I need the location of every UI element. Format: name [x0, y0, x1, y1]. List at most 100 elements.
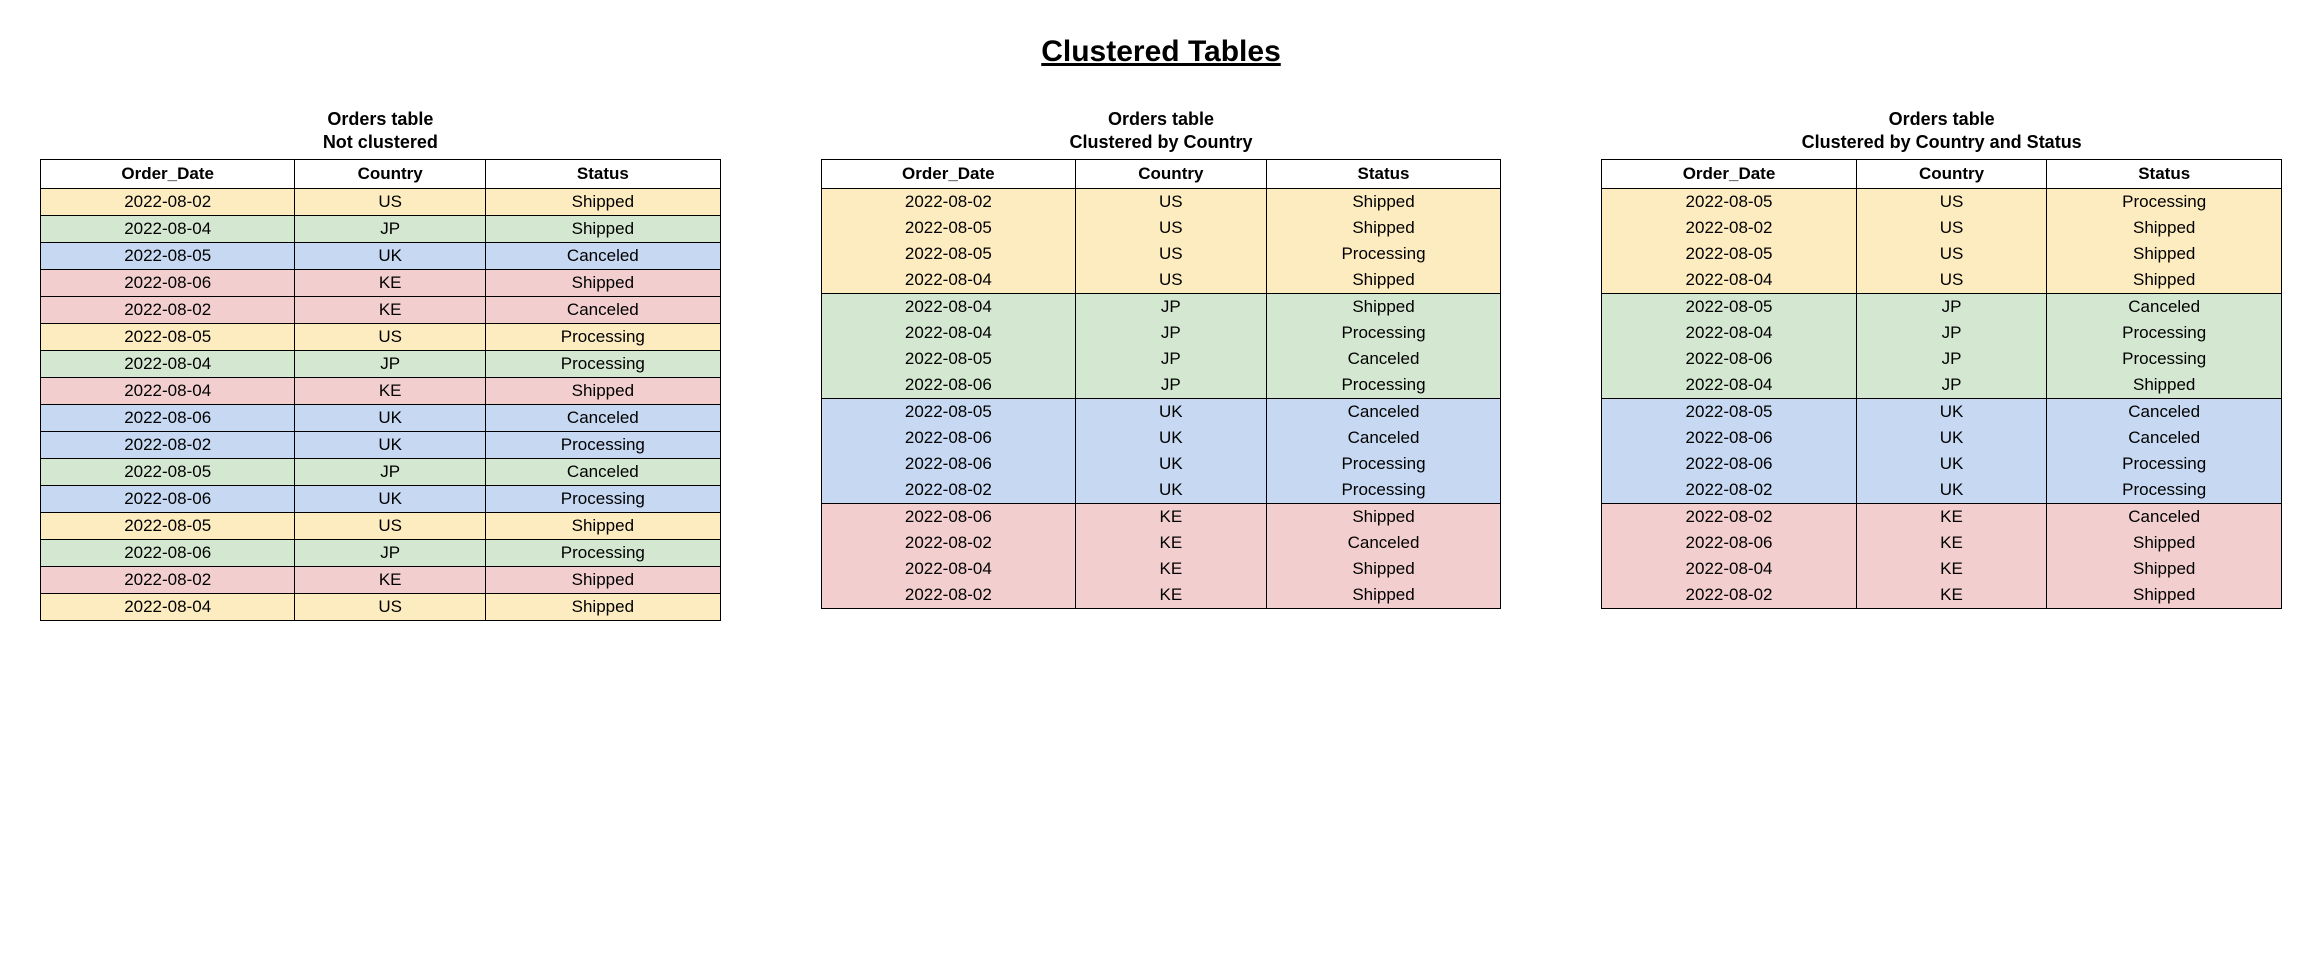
- table-cell: KE: [1856, 556, 2047, 582]
- table-cell: KE: [1076, 556, 1267, 582]
- table-cell: Canceled: [2047, 504, 2282, 531]
- table-row: 2022-08-04KEShipped: [41, 378, 721, 405]
- panel-title: Orders table: [821, 109, 1502, 130]
- table-cell: UK: [1856, 477, 2047, 504]
- table-cell: Processing: [2047, 477, 2282, 504]
- table-cell: 2022-08-06: [41, 486, 295, 513]
- table-cell: Shipped: [1266, 215, 1501, 241]
- table-cell: Processing: [486, 486, 721, 513]
- table-cell: Shipped: [2047, 556, 2282, 582]
- table-cell: US: [295, 189, 486, 216]
- table-row: 2022-08-02KECanceled: [821, 530, 1501, 556]
- table-cell: KE: [1856, 582, 2047, 609]
- table-cell: Shipped: [486, 594, 721, 621]
- table-row: 2022-08-05USProcessing: [1602, 189, 2282, 216]
- table-row: 2022-08-06JPProcessing: [1602, 346, 2282, 372]
- column-header: Order_Date: [41, 160, 295, 189]
- table-cell: Shipped: [1266, 556, 1501, 582]
- table-cell: 2022-08-05: [821, 215, 1075, 241]
- table-row: 2022-08-04JPProcessing: [41, 351, 721, 378]
- table-cell: KE: [1856, 504, 2047, 531]
- panel: Orders tableNot clusteredOrder_DateCount…: [40, 109, 721, 621]
- panel-subtitle: Not clustered: [40, 132, 721, 153]
- table-row: 2022-08-02USShipped: [1602, 215, 2282, 241]
- table-cell: JP: [1856, 294, 2047, 321]
- table-cell: US: [1856, 189, 2047, 216]
- table-row: 2022-08-05JPCanceled: [41, 459, 721, 486]
- table-row: 2022-08-05USShipped: [41, 513, 721, 540]
- table-cell: JP: [1076, 320, 1267, 346]
- table-cell: Processing: [1266, 320, 1501, 346]
- table-row: 2022-08-02USShipped: [821, 189, 1501, 216]
- table-cell: UK: [1856, 451, 2047, 477]
- table-cell: Shipped: [1266, 504, 1501, 531]
- table-cell: UK: [295, 405, 486, 432]
- column-header: Status: [2047, 160, 2282, 189]
- table-cell: KE: [295, 297, 486, 324]
- table-cell: 2022-08-05: [1602, 294, 1856, 321]
- table-cell: 2022-08-05: [41, 513, 295, 540]
- table-cell: JP: [1076, 372, 1267, 399]
- table-row: 2022-08-02KEShipped: [1602, 582, 2282, 609]
- table-row: 2022-08-02KEShipped: [41, 567, 721, 594]
- table-cell: 2022-08-04: [1602, 372, 1856, 399]
- table-cell: Processing: [1266, 372, 1501, 399]
- table-cell: Shipped: [486, 567, 721, 594]
- table-cell: 2022-08-06: [41, 405, 295, 432]
- table-cell: 2022-08-04: [41, 378, 295, 405]
- orders-table: Order_DateCountryStatus2022-08-02USShipp…: [821, 159, 1502, 609]
- table-cell: US: [1076, 189, 1267, 216]
- table-cell: 2022-08-04: [821, 294, 1075, 321]
- panel-subtitle: Clustered by Country: [821, 132, 1502, 153]
- table-cell: Processing: [2047, 320, 2282, 346]
- table-row: 2022-08-05UKCanceled: [1602, 399, 2282, 426]
- table-row: 2022-08-06KEShipped: [821, 504, 1501, 531]
- orders-table: Order_DateCountryStatus2022-08-05USProce…: [1601, 159, 2282, 609]
- table-cell: JP: [295, 351, 486, 378]
- table-cell: 2022-08-06: [1602, 451, 1856, 477]
- table-cell: Canceled: [2047, 425, 2282, 451]
- table-cell: 2022-08-06: [1602, 425, 1856, 451]
- table-row: 2022-08-06UKProcessing: [41, 486, 721, 513]
- table-row: 2022-08-04USShipped: [1602, 267, 2282, 294]
- table-row: 2022-08-04USShipped: [41, 594, 721, 621]
- table-row: 2022-08-06UKProcessing: [1602, 451, 2282, 477]
- table-cell: JP: [1856, 372, 2047, 399]
- table-cell: UK: [1076, 425, 1267, 451]
- table-cell: 2022-08-06: [821, 504, 1075, 531]
- table-cell: Processing: [486, 324, 721, 351]
- table-cell: Shipped: [2047, 215, 2282, 241]
- table-cell: 2022-08-02: [821, 582, 1075, 609]
- table-cell: 2022-08-06: [821, 372, 1075, 399]
- table-cell: Shipped: [1266, 582, 1501, 609]
- table-cell: Canceled: [486, 459, 721, 486]
- table-cell: 2022-08-02: [41, 567, 295, 594]
- table-cell: Processing: [486, 351, 721, 378]
- table-cell: Processing: [2047, 189, 2282, 216]
- table-cell: 2022-08-06: [41, 540, 295, 567]
- table-cell: Processing: [1266, 477, 1501, 504]
- table-cell: 2022-08-02: [41, 297, 295, 324]
- column-header: Order_Date: [1602, 160, 1856, 189]
- table-cell: Shipped: [486, 270, 721, 297]
- table-row: 2022-08-06UKProcessing: [821, 451, 1501, 477]
- table-cell: Shipped: [1266, 267, 1501, 294]
- table-cell: Canceled: [1266, 346, 1501, 372]
- table-cell: Shipped: [486, 513, 721, 540]
- table-row: 2022-08-05USShipped: [821, 215, 1501, 241]
- table-cell: Shipped: [1266, 294, 1501, 321]
- table-cell: 2022-08-04: [821, 267, 1075, 294]
- table-cell: KE: [1076, 504, 1267, 531]
- table-cell: Shipped: [486, 378, 721, 405]
- table-cell: Canceled: [2047, 399, 2282, 426]
- table-cell: Shipped: [1266, 189, 1501, 216]
- table-row: 2022-08-06UKCanceled: [41, 405, 721, 432]
- table-row: 2022-08-04KEShipped: [1602, 556, 2282, 582]
- table-cell: 2022-08-04: [41, 594, 295, 621]
- table-cell: Processing: [1266, 241, 1501, 267]
- table-cell: JP: [295, 540, 486, 567]
- column-header: Country: [1076, 160, 1267, 189]
- table-cell: Processing: [2047, 451, 2282, 477]
- table-cell: 2022-08-02: [1602, 504, 1856, 531]
- table-cell: UK: [1076, 399, 1267, 426]
